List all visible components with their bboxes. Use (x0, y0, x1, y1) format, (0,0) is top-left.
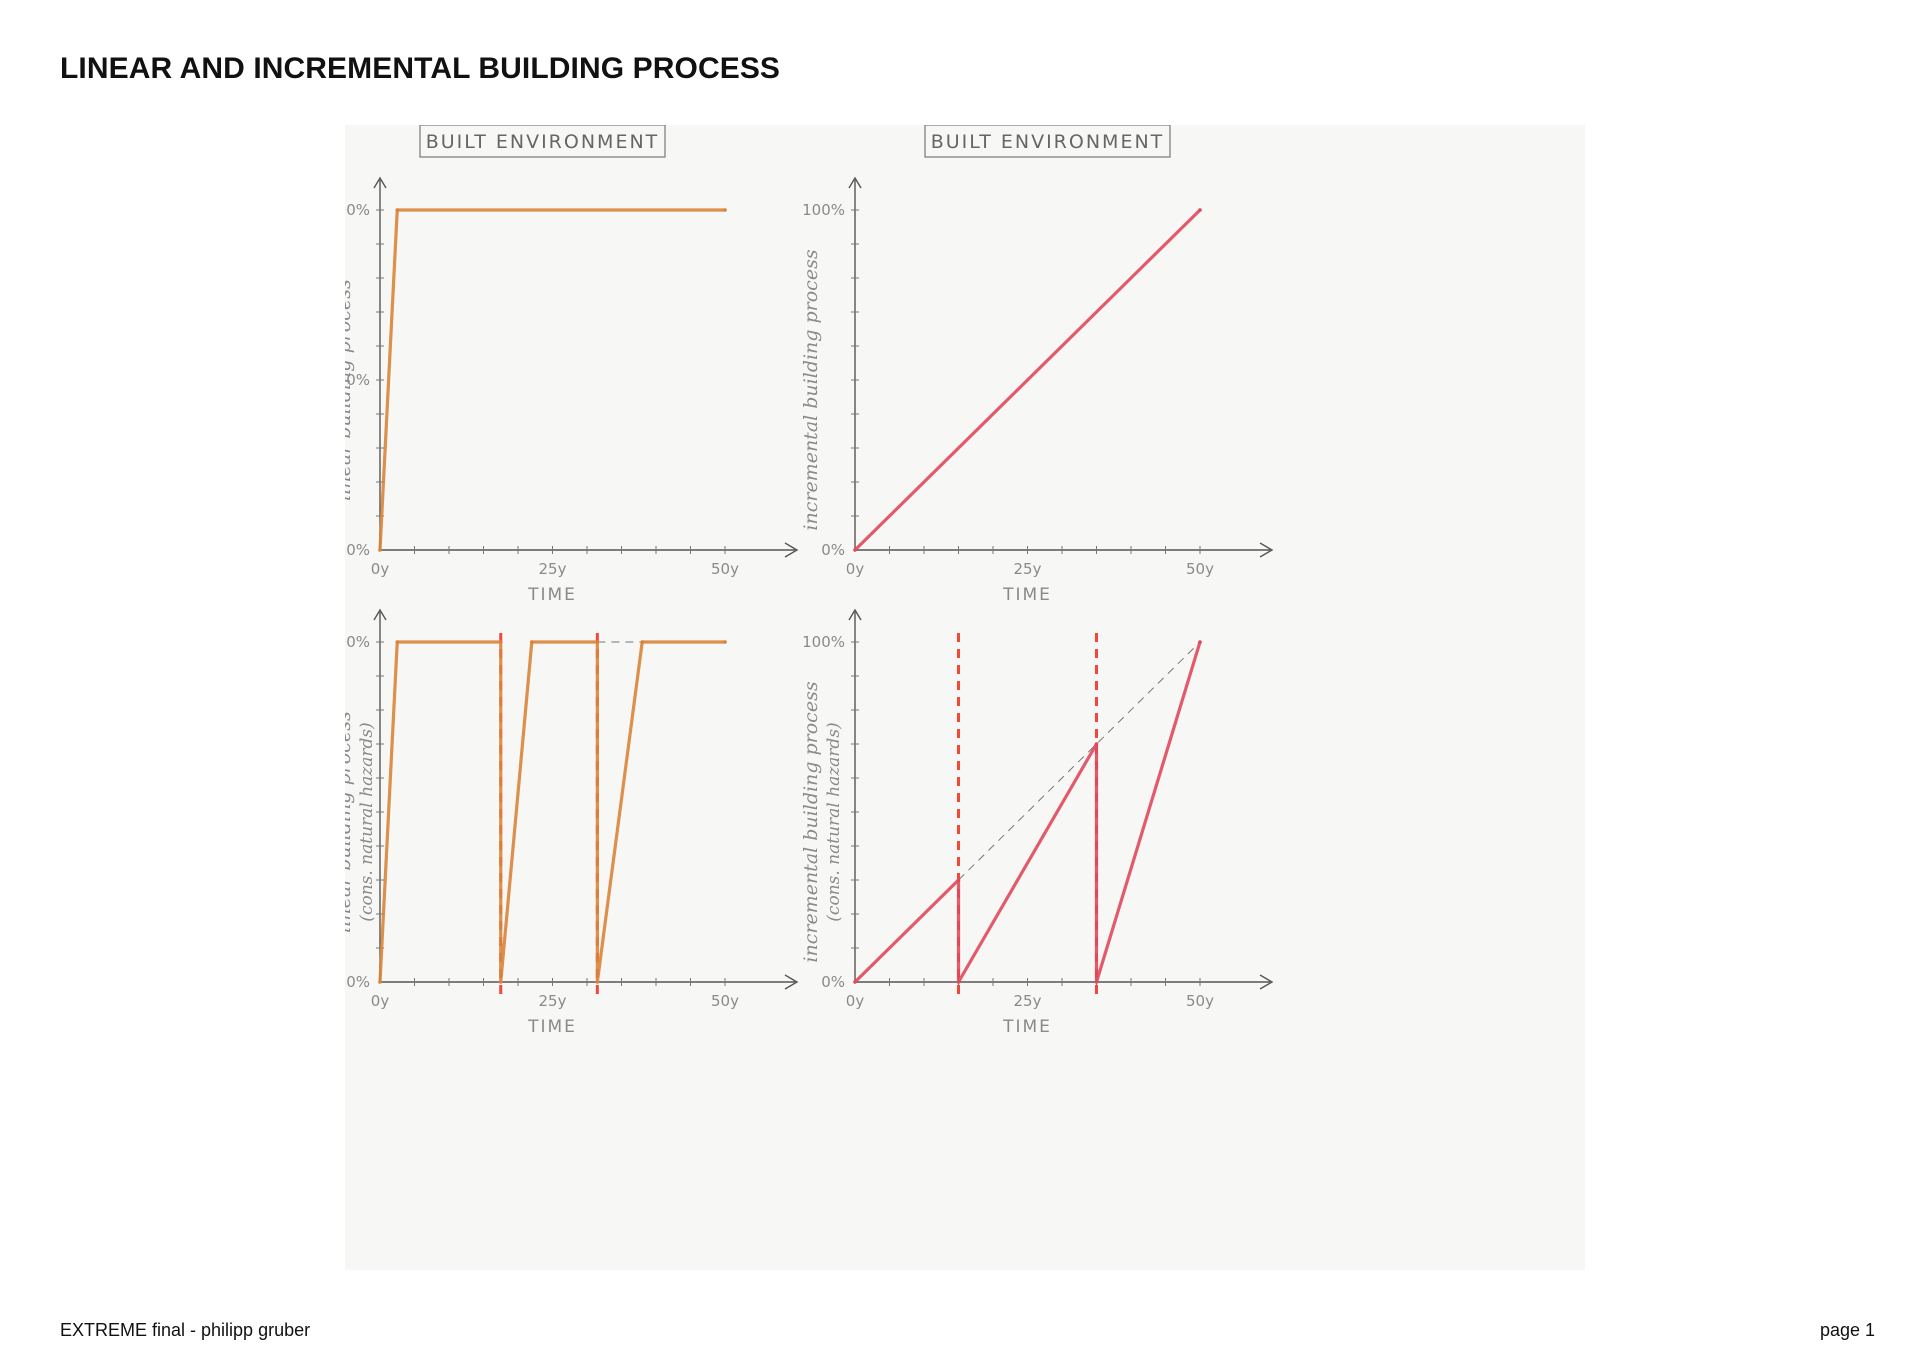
page-number: page 1 (1819, 1320, 1875, 1340)
chart-title-box (419, 125, 666, 158)
series-note: incremental building process (800, 249, 822, 530)
x-tick-label: 50y (711, 560, 739, 578)
series-note: linear building process (345, 279, 355, 501)
x-axis-label: TIME (1002, 1017, 1052, 1037)
series-point (853, 548, 857, 552)
y-tick-label: 0% (346, 541, 370, 559)
series-point (853, 980, 857, 984)
series-line (853, 640, 1202, 984)
chart-panel-4: 0% 100% 0y 25y 50y TIME incremental building p… (800, 608, 1274, 1037)
series-point (1198, 208, 1202, 212)
series-point (723, 208, 727, 212)
x-tick-label: 25y (1014, 992, 1042, 1010)
page-title: LINEAR AND INCREMENTAL BUILDING PROCESS (60, 52, 781, 85)
y-axis-arrow (848, 608, 862, 621)
x-tick-label: 25y (1014, 560, 1042, 578)
chart-panel-3: 0%100%0y25y50yTIMEBUILDING COMPLETION / … (345, 608, 799, 1037)
x-axis-arrow (1259, 974, 1274, 990)
series-point (956, 980, 961, 984)
y-tick-label: 100% (802, 201, 845, 219)
x-tick-label: 0y (371, 560, 390, 578)
x-tick-label: 25y (539, 560, 567, 578)
series-note-2: (cons. natural hazards) (824, 722, 844, 921)
chart-panel-2: BUILT ENVIRONMENT 0% 100% 0y 25y 50y TIME incre… (800, 125, 1274, 605)
x-axis-label: TIME (527, 1017, 577, 1037)
series-point (1094, 742, 1099, 746)
series-note: linear building process (345, 711, 355, 933)
x-axis-arrow (784, 974, 799, 990)
chart-grid: BUILT ENVIRONMENT0%50%100%0y25y50yTIMEBU… (345, 125, 1274, 1037)
series-point (1094, 980, 1099, 984)
y-axis-arrow (848, 176, 862, 189)
x-tick-label: 0y (371, 992, 390, 1010)
series-point (956, 878, 961, 882)
x-tick-label: 0y (846, 560, 865, 578)
series-note-2: (cons. natural hazards) (357, 722, 377, 921)
series-point (723, 640, 727, 644)
series-line (378, 208, 727, 552)
x-axis-label: TIME (527, 585, 577, 605)
series-note: incremental building process (800, 681, 822, 962)
chart-title: BUILT ENVIRONMENT (931, 131, 1165, 153)
x-tick-label: 25y (539, 992, 567, 1010)
x-tick-label: 50y (711, 992, 739, 1010)
series-point (378, 548, 382, 552)
chart-title: BUILT ENVIRONMENT (426, 131, 660, 153)
series-point (498, 640, 503, 644)
series-point (640, 640, 644, 644)
y-tick-label: 50% (345, 371, 370, 389)
dashed-reference-line (958, 641, 1201, 881)
y-tick-label: 0% (821, 973, 845, 991)
chart-panel-1: BUILT ENVIRONMENT0%50%100%0y25y50yTIMEBU… (345, 125, 799, 605)
x-tick-label: 50y (1186, 992, 1214, 1010)
series-point (378, 980, 382, 984)
chart-title-box (924, 125, 1171, 158)
y-tick-label: 100% (345, 633, 370, 651)
series-point (595, 980, 600, 984)
x-tick-label: 50y (1186, 560, 1214, 578)
series-point (1198, 640, 1202, 644)
series-line (378, 640, 727, 984)
y-tick-label: 100% (802, 633, 845, 651)
x-axis-arrow (1259, 542, 1274, 558)
series-point (395, 640, 400, 644)
y-axis-arrow (373, 176, 387, 189)
series-point (498, 980, 503, 984)
footer-left: EXTREME final - philipp gruber (60, 1320, 311, 1340)
x-axis-label: TIME (1002, 585, 1052, 605)
y-axis-arrow (373, 608, 387, 621)
series-point (530, 640, 534, 644)
y-tick-label: 100% (345, 201, 370, 219)
series-line (853, 208, 1202, 552)
series-point (595, 640, 600, 644)
series-point (395, 208, 400, 212)
x-tick-label: 0y (846, 992, 865, 1010)
scanned-sketch-sheet: BUILT ENVIRONMENT0%50%100%0y25y50yTIMEBU… (345, 125, 1585, 1270)
y-tick-label: 0% (346, 973, 370, 991)
y-tick-label: 0% (821, 541, 845, 559)
x-axis-arrow (784, 542, 799, 558)
